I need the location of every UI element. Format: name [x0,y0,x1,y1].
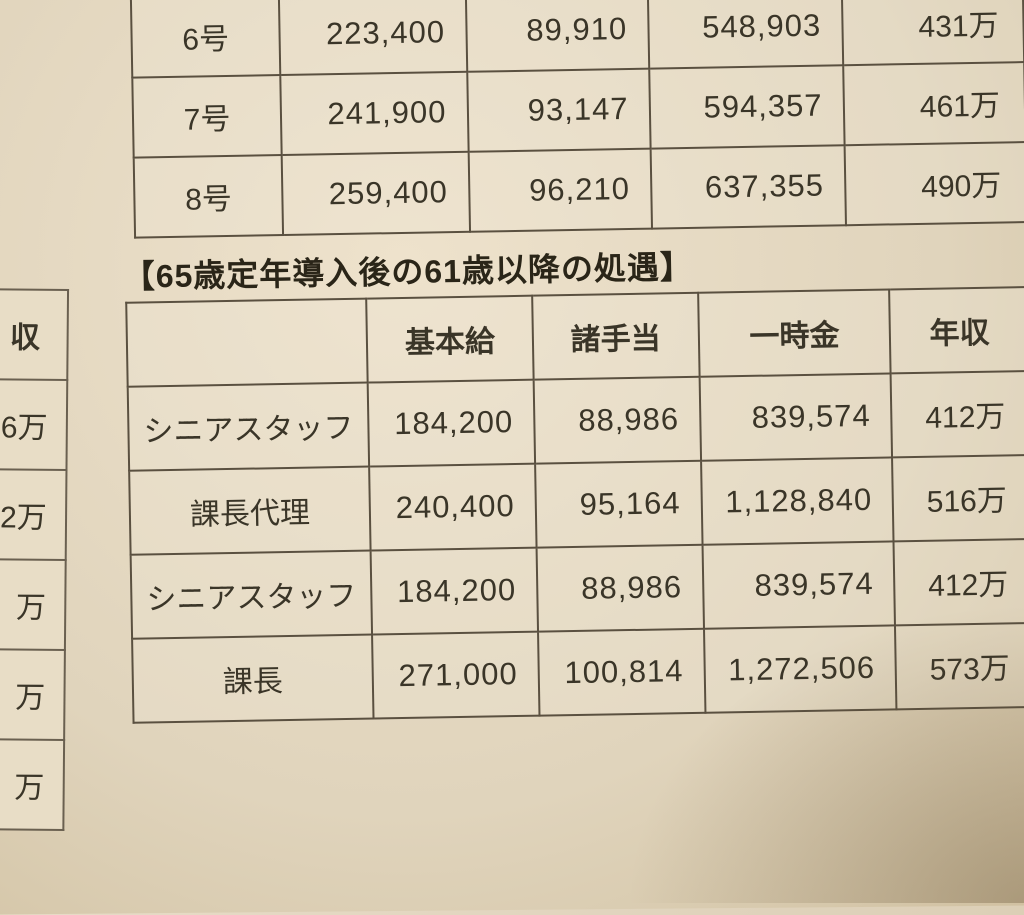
table-row: シニアスタッフ184,20088,986839,574412万 [128,371,1024,471]
annual-income-cell: 412万 [891,371,1024,457]
grade-label: 6号 [131,0,280,78]
left-cell: 万 [0,649,65,740]
bonus-cell: 637,355 [650,145,845,228]
header-bonus: 一時金 [698,289,891,376]
bonus-cell: 548,903 [647,0,842,69]
header-allowances: 諸手当 [532,293,699,380]
left-cell: 6万 [0,379,67,470]
allowance-cell: 95,164 [535,461,702,548]
allowance-cell: 93,147 [467,69,650,152]
bonus-cell: 1,128,840 [701,457,894,544]
allowance-cell: 88,986 [536,545,703,632]
table-row: 2万 [0,469,66,560]
annual-income-cell: 461万 [843,62,1024,145]
left-cell: 万 [0,559,65,650]
left-partial-table: 収 6万2万万万万 [0,288,69,831]
basic-salary-cell: 259,400 [282,152,470,235]
basic-salary-cell: 241,900 [280,72,468,155]
annual-income-cell: 431万 [841,0,1024,65]
bonus-cell: 839,574 [702,541,895,628]
annual-income-cell: 573万 [895,623,1024,709]
position-label: シニアスタッフ [131,551,372,639]
post-retirement-treatment-table: 基本給 諸手当 一時金 年収 シニアスタッフ184,20088,986839,5… [125,286,1024,724]
position-label: シニアスタッフ [128,383,369,471]
annual-income-cell: 412万 [894,539,1024,625]
salary-grade-table: 6号223,40089,910548,903431万7号241,90093,14… [130,0,1024,239]
header-annual-income: 年収 [890,287,1024,373]
allowance-cell: 96,210 [468,149,651,232]
header-basic-salary: 基本給 [366,296,533,383]
table2-header-row: 基本給 諸手当 一時金 年収 [126,287,1024,387]
position-label: 課長 [132,635,373,723]
table-row: 万 [0,649,65,740]
allowance-cell: 88,986 [534,377,701,464]
table2-body: シニアスタッフ184,20088,986839,574412万課長代理240,4… [128,371,1024,723]
basic-salary-cell: 223,400 [279,0,467,75]
left-table-header: 収 [0,289,68,380]
basic-salary-cell: 240,400 [369,464,536,551]
table-row: 万 [0,559,65,650]
basic-salary-cell: 271,000 [372,632,539,719]
left-cell: 万 [0,739,64,830]
table-row: 課長271,000100,8141,272,506573万 [132,623,1024,723]
basic-salary-cell: 184,200 [368,380,535,467]
annual-income-cell: 516万 [892,455,1024,541]
table-row: シニアスタッフ184,20088,986839,574412万 [131,539,1024,639]
table-row: 万 [0,739,64,830]
table-row: 8号259,40096,210637,355490万 [134,142,1024,238]
table1-body: 6号223,40089,910548,903431万7号241,90093,14… [131,0,1024,238]
left-cell: 2万 [0,469,66,560]
allowance-cell: 100,814 [538,629,705,716]
left-table-body: 6万2万万万万 [0,379,67,830]
basic-salary-cell: 184,200 [371,548,538,635]
table-row: 6万 [0,379,67,470]
bonus-cell: 839,574 [699,373,892,460]
position-label: 課長代理 [129,467,370,555]
bonus-cell: 1,272,506 [704,625,897,712]
bonus-cell: 594,357 [649,65,844,148]
table-row: 課長代理240,40095,1641,128,840516万 [129,455,1024,555]
annual-income-cell: 490万 [844,142,1024,225]
header-blank [126,299,367,387]
grade-label: 7号 [132,75,281,158]
grade-label: 8号 [134,155,283,238]
document-content: 6号223,40089,910548,903431万7号241,90093,14… [0,0,1024,9]
allowance-cell: 89,910 [465,0,648,72]
table-row: 7号241,90093,147594,357461万 [132,62,1024,158]
